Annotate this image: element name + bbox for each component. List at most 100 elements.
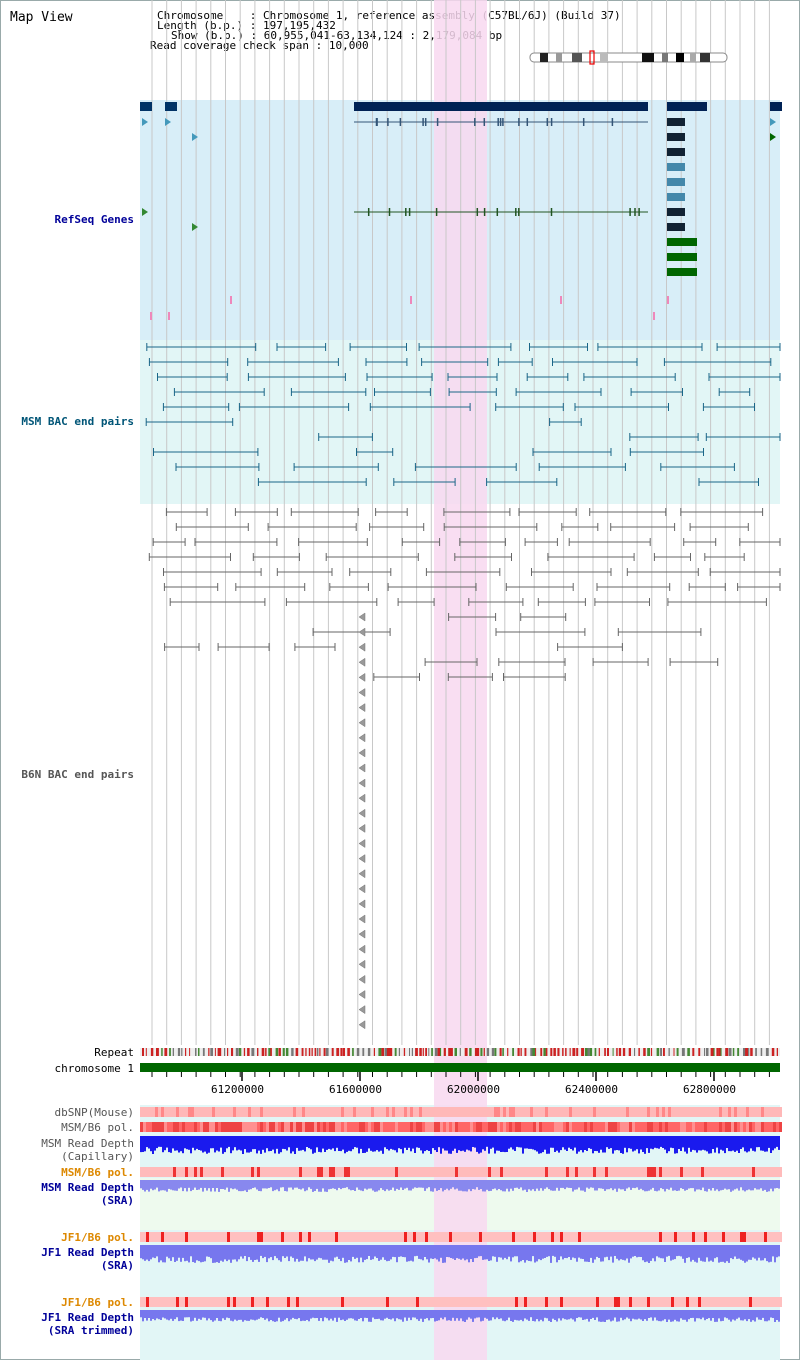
depth-bar (574, 1245, 576, 1259)
depth-bar (640, 1310, 642, 1320)
depth-bar (478, 1136, 480, 1154)
heat-cell (491, 1297, 494, 1307)
depth-bar (530, 1180, 532, 1191)
depth-bar (402, 1180, 404, 1190)
depth-bar (556, 1245, 558, 1263)
gene-cluster (667, 163, 685, 171)
repeat-element (161, 1048, 163, 1056)
heat-cell (149, 1167, 152, 1177)
heat-cell (368, 1167, 371, 1177)
heat-cell (164, 1122, 167, 1132)
depth-bar (492, 1245, 494, 1257)
depth-bar (670, 1245, 672, 1261)
repeat-element (389, 1048, 393, 1056)
heat-cell (779, 1297, 782, 1307)
depth-bar (282, 1180, 284, 1188)
depth-bar (510, 1245, 512, 1262)
track-label-msm-depth-capillary[interactable]: MSM Read Depth (41, 1137, 134, 1150)
heat-cell (605, 1167, 608, 1177)
track-label-jf1-depth-trimmed[interactable]: JF1 Read Depth (41, 1311, 134, 1324)
heat-cell (545, 1167, 548, 1177)
depth-bar (254, 1310, 256, 1321)
heat-cell (239, 1122, 242, 1132)
track-label-chromosome: chromosome 1 (54, 1062, 134, 1075)
depth-bar (534, 1310, 536, 1322)
repeat-element (373, 1048, 375, 1056)
heat-cell (533, 1232, 536, 1242)
heat-cell (278, 1232, 281, 1242)
depth-bar (494, 1136, 496, 1154)
track-label-msm-depth-sra[interactable]: MSM Read Depth (41, 1181, 134, 1194)
heat-cell (218, 1232, 221, 1242)
heat-cell (437, 1232, 440, 1242)
heat-cell (260, 1107, 263, 1117)
depth-bar (362, 1310, 364, 1322)
heat-cell (665, 1122, 668, 1132)
heat-cell (173, 1122, 176, 1132)
heat-cell (740, 1122, 743, 1132)
depth-bar (610, 1136, 612, 1149)
chromosome-ideogram[interactable] (529, 50, 728, 65)
heat-cell (269, 1107, 272, 1117)
track-label-jf1-pol-trimmed[interactable]: JF1/B6 pol. (61, 1296, 134, 1309)
depth-bar (764, 1180, 766, 1190)
depth-bar (338, 1245, 340, 1259)
heat-cell (545, 1107, 548, 1117)
depth-bar (478, 1310, 480, 1318)
heat-cell (365, 1297, 368, 1307)
repeat-element (394, 1048, 397, 1056)
depth-bar (240, 1136, 242, 1151)
depth-bar (732, 1310, 734, 1320)
depth-bar (496, 1136, 498, 1151)
depth-bar (726, 1136, 728, 1148)
heat-cell (533, 1122, 536, 1132)
heat-cell (326, 1107, 329, 1117)
track-label-msm-depth-sra-sub: (SRA) (100, 1194, 134, 1207)
repeat-element (616, 1048, 618, 1056)
depth-bar (658, 1245, 660, 1258)
track-label-jf1-depth[interactable]: JF1 Read Depth (41, 1246, 134, 1259)
depth-bar (546, 1310, 548, 1319)
heat-cell (764, 1232, 767, 1242)
depth-bar (212, 1245, 214, 1263)
repeat-element (340, 1048, 343, 1056)
track-label-refseq[interactable]: RefSeq Genes (54, 213, 134, 226)
track-label-jf1-pol[interactable]: JF1/B6 pol. (61, 1231, 134, 1244)
depth-bar (616, 1136, 618, 1150)
depth-bar (468, 1245, 470, 1263)
track-label-b6n-bac[interactable]: B6N BAC end pairs (21, 768, 134, 781)
depth-bar (500, 1180, 502, 1191)
repeat-element (169, 1048, 171, 1056)
depth-bar (162, 1245, 164, 1263)
depth-bar (276, 1245, 278, 1259)
heat-cell (752, 1107, 755, 1117)
depth-bar (354, 1136, 356, 1148)
depth-bar (396, 1310, 398, 1319)
heat-cell (449, 1167, 452, 1177)
depth-bar (408, 1245, 410, 1262)
heat-cell (551, 1232, 554, 1242)
repeat-element (572, 1048, 576, 1056)
repeat-element (656, 1048, 660, 1056)
depth-bar (448, 1180, 450, 1191)
repeat-element (356, 1048, 360, 1056)
heat-cell (458, 1232, 461, 1242)
depth-bar (216, 1245, 218, 1263)
depth-bar (410, 1180, 412, 1191)
depth-bar (458, 1245, 460, 1259)
depth-bar (146, 1310, 148, 1321)
heat-cell (161, 1297, 164, 1307)
track-label-msm-pol[interactable]: MSM/B6 pol. (61, 1121, 134, 1134)
track-label-msm-bac[interactable]: MSM BAC end pairs (21, 415, 134, 428)
heat-cell (167, 1107, 170, 1117)
depth-bar (562, 1310, 564, 1319)
depth-bar (364, 1310, 366, 1318)
track-label-msm-pol-sra[interactable]: MSM/B6 pol. (61, 1166, 134, 1179)
depth-bar (506, 1180, 508, 1189)
depth-bar (602, 1310, 604, 1322)
track-label-dbsnp[interactable]: dbSNP(Mouse) (54, 1106, 134, 1119)
depth-bar (692, 1310, 694, 1318)
heat-cell (191, 1297, 194, 1307)
depth-bar (250, 1245, 252, 1260)
